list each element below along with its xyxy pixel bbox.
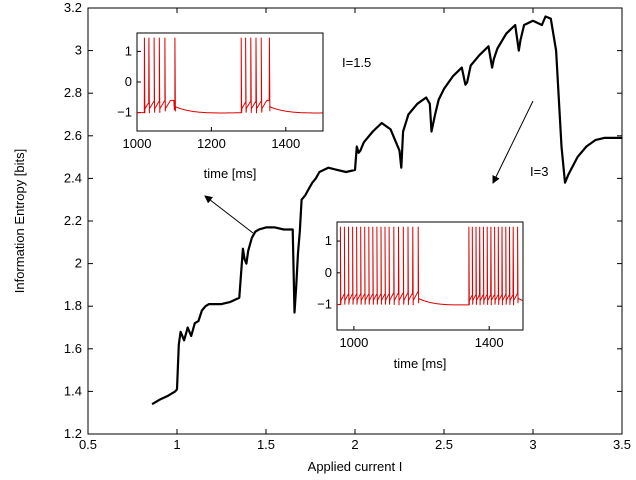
x-tick-label: 2.5 <box>435 437 453 452</box>
inset-y-tick-label: 0 <box>125 74 132 89</box>
y-tick-label: 3 <box>75 43 82 58</box>
membrane-potential-trace <box>337 226 523 306</box>
inset-2-frame <box>336 221 524 331</box>
x-tick-label: 2 <box>351 437 358 452</box>
inset-y-tick-label: 0 <box>325 265 332 280</box>
inset-x-tick-label: 1200 <box>197 136 226 151</box>
inset-x-tick-label: 1400 <box>475 335 504 350</box>
inset-1-annotation: I=1.5 <box>342 55 371 70</box>
inset-2-xlabel: time [ms] <box>394 356 447 371</box>
y-tick-label: 2.6 <box>64 128 82 143</box>
y-tick-label: 3.2 <box>64 0 82 15</box>
inset-1-frame <box>136 32 324 132</box>
y-tick-label: 1.8 <box>64 298 82 313</box>
y-tick-label: 2 <box>75 256 82 271</box>
x-tick-label: 3.5 <box>613 437 631 452</box>
inset-y-tick-label: −1 <box>117 105 132 120</box>
x-axis-title: Applied current I <box>308 459 403 474</box>
inset-1-xlabel: time [ms] <box>204 166 257 181</box>
y-axis-title: Information Entropy [bits] <box>12 149 27 294</box>
entropy-series-line <box>151 15 622 406</box>
inset-y-tick-label: 1 <box>325 233 332 248</box>
inset-x-tick-label: 1400 <box>271 136 300 151</box>
y-tick-label: 2.8 <box>64 85 82 100</box>
x-tick-label: 3 <box>529 437 536 452</box>
y-tick-label: 1.4 <box>64 383 82 398</box>
entropy-curve <box>151 15 622 406</box>
y-tick-label: 1.2 <box>64 426 82 441</box>
x-tick-label: 1.5 <box>257 437 275 452</box>
x-tick-label: 1 <box>173 437 180 452</box>
y-tick-label: 2.2 <box>64 213 82 228</box>
inset-1-arrow <box>204 195 254 234</box>
x-tick-label: 0.5 <box>79 437 97 452</box>
main-axis-ticks: 0.5 1 1.5 2 2.5 3 3.5 1.2 1.4 1.6 1.8 2 2.2 2.4 2.6 2.8… <box>64 0 631 452</box>
inset-1-ticks: 1000 1200 1400 1 0 −1 <box>117 43 300 151</box>
inset-y-tick-label: −1 <box>317 297 332 312</box>
inset-2-annotation: I=3 <box>530 164 548 179</box>
inset-2: 1000 1400 1 0 −1 time [ms] I=3 <box>317 164 548 371</box>
inset-y-tick-label: 1 <box>125 43 132 58</box>
membrane-potential-trace <box>137 37 323 114</box>
y-tick-label: 2.4 <box>64 170 82 185</box>
inset-2-trace <box>337 226 523 306</box>
inset-2-ticks: 1000 1400 1 0 −1 <box>317 233 503 350</box>
inset-x-tick-label: 1000 <box>123 136 152 151</box>
inset-x-tick-label: 1000 <box>339 335 368 350</box>
y-tick-label: 1.6 <box>64 341 82 356</box>
inset-2-arrow <box>492 100 534 184</box>
inset-1-trace <box>137 37 323 114</box>
inset-1: 1000 1200 1400 1 0 −1 time [ms] I=1.5 <box>117 32 371 181</box>
